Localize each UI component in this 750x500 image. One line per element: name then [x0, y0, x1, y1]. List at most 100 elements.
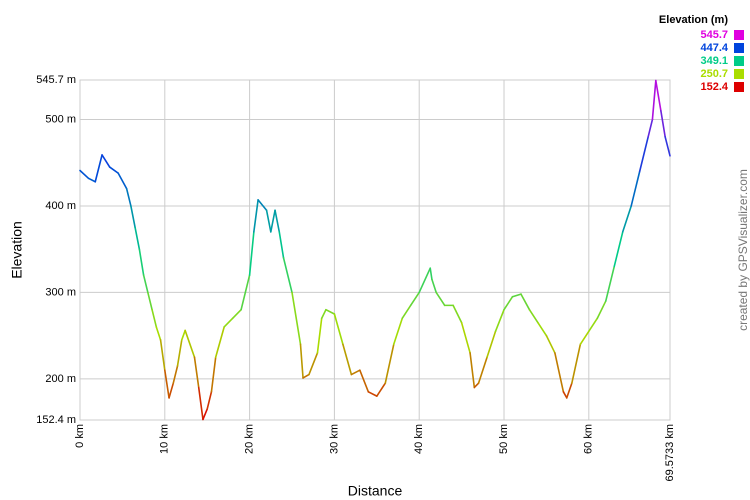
- elevation-segment: [253, 199, 259, 233]
- elevation-segment: [579, 330, 590, 346]
- elevation-segment: [503, 295, 514, 311]
- elevation-segment: [202, 408, 209, 421]
- elevation-segment: [392, 317, 404, 346]
- y-tick-label: 545.7 m: [36, 74, 76, 86]
- elevation-segment: [231, 308, 242, 320]
- elevation-segment: [431, 278, 437, 294]
- elevation-segment: [596, 300, 607, 320]
- elevation-segment: [240, 274, 251, 311]
- x-tick-label: 60 km: [583, 424, 595, 454]
- elevation-segment: [460, 321, 471, 354]
- elevation-segment: [537, 321, 548, 337]
- legend-swatch: [734, 56, 744, 66]
- elevation-segment: [151, 308, 158, 328]
- elevation-segment: [613, 231, 624, 268]
- legend-label: 447.4: [700, 42, 728, 54]
- elevation-segment: [333, 313, 344, 346]
- elevation-segment: [554, 352, 565, 393]
- elevation-segment: [638, 135, 649, 173]
- elevation-segment: [367, 391, 378, 397]
- plot-area: [79, 79, 671, 421]
- elevation-segment: [134, 226, 141, 250]
- elevation-segment: [308, 352, 319, 376]
- elevation-segment: [469, 352, 476, 389]
- elevation-segment: [511, 293, 522, 298]
- elevation-segment: [214, 326, 225, 359]
- elevation-segment: [184, 329, 196, 359]
- elevation-segment: [571, 343, 582, 384]
- elevation-segment: [101, 154, 111, 168]
- elevation-segment: [655, 79, 662, 112]
- elevation-segment: [452, 304, 463, 324]
- elevation-segment: [545, 334, 556, 354]
- elevation-segment: [223, 317, 234, 328]
- elevation-segment: [168, 382, 175, 399]
- elevation-segment: [664, 135, 671, 157]
- elevation-segment: [384, 343, 395, 384]
- legend-title: Elevation (m): [659, 14, 728, 26]
- elevation-segment: [257, 199, 268, 212]
- elevation-segment: [147, 291, 153, 311]
- x-tick-label: 10 km: [159, 424, 171, 454]
- elevation-segment: [565, 382, 573, 399]
- x-tick-label: 30 km: [328, 424, 340, 454]
- y-tick-label: 300 m: [45, 286, 76, 298]
- legend-swatch: [734, 30, 744, 40]
- y-tick-label: 152.4 m: [36, 414, 76, 426]
- elevation-segment: [282, 257, 293, 294]
- x-tick-label: 40 km: [413, 424, 425, 454]
- elevation-segment: [350, 369, 361, 376]
- elevation-segment: [159, 339, 166, 372]
- elevation-segment: [401, 304, 412, 320]
- y-axis-title: Elevation: [9, 221, 25, 279]
- y-tick-label: 400 m: [45, 200, 76, 212]
- elevation-segment: [248, 231, 255, 276]
- elevation-segment: [299, 343, 304, 379]
- legend-label: 250.7: [700, 68, 728, 80]
- legend-swatch: [734, 43, 744, 53]
- elevation-segment: [155, 326, 162, 341]
- elevation-segment: [588, 317, 599, 333]
- elevation-segment: [138, 248, 145, 276]
- elevation-segment: [94, 154, 103, 183]
- elevation-segment: [108, 166, 119, 174]
- legend-swatch: [734, 82, 744, 92]
- elevation-segment: [142, 274, 149, 294]
- x-tick-label: 69.5733 km: [664, 424, 676, 481]
- elevation-segment: [630, 170, 641, 207]
- elevation-segment: [316, 317, 323, 354]
- elevation-segment: [320, 308, 327, 320]
- elevation-segment: [647, 118, 654, 138]
- x-axis-title: Distance: [348, 483, 403, 499]
- elevation-segment: [130, 205, 136, 229]
- elevation-segment: [528, 308, 539, 324]
- legend-label: 349.1: [700, 55, 728, 67]
- elevation-segment: [409, 291, 421, 307]
- elevation-segment: [176, 339, 183, 367]
- elevation-segment: [604, 265, 616, 302]
- elevation-segment: [520, 293, 531, 311]
- elevation-segment: [621, 205, 633, 233]
- elevation-segment: [117, 172, 128, 190]
- elevation-segment: [125, 187, 132, 207]
- elevation-segment: [274, 209, 281, 233]
- elevation-segment: [376, 382, 387, 397]
- elevation-segment: [359, 369, 370, 393]
- elevation-segment: [302, 373, 310, 379]
- elevation-segment: [342, 343, 353, 376]
- credit: created by GPSVisualizer.com: [736, 169, 750, 331]
- x-tick-label: 0 km: [74, 424, 86, 448]
- elevation-segment: [210, 356, 217, 393]
- elevation-segment: [193, 356, 200, 389]
- elevation-segment: [418, 267, 432, 294]
- elevation-segment: [477, 356, 488, 384]
- elevation-segment: [79, 169, 90, 180]
- legend-label: 545.7: [700, 29, 728, 41]
- elevation-segment: [265, 209, 272, 233]
- elevation-segment: [87, 177, 97, 183]
- elevation-segment: [435, 291, 446, 307]
- legend-swatch: [734, 69, 744, 79]
- elevation-segment: [180, 329, 186, 341]
- elevation-segment: [494, 308, 505, 333]
